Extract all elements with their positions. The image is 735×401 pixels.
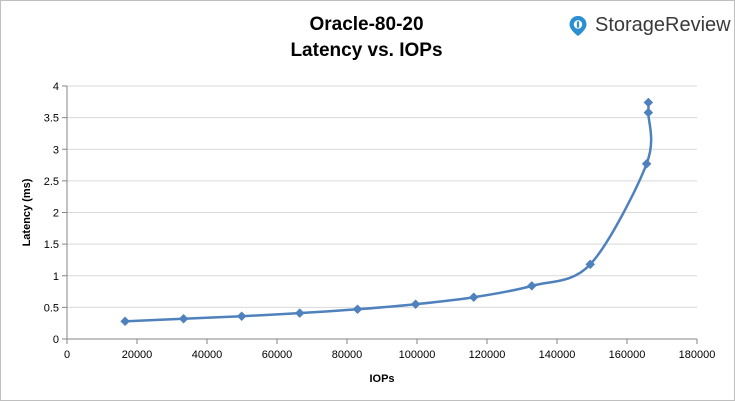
data-point-marker [643,107,654,118]
data-point-marker [585,259,596,270]
storagereview-logo-icon [569,15,587,36]
y-tick-label: 2 [53,208,59,220]
series-layer [120,97,654,327]
axes [62,85,698,344]
brand-name: StorageReview [595,14,731,36]
series-line [123,101,653,323]
x-tick-labels: 0 20000 40000 60000 80000 100000 120000 140000 1… [64,349,715,361]
y-tick-label: 1.5 [44,239,59,251]
chart-subtitle: Latency vs. IOPs [290,40,443,61]
grid-lines [67,85,697,308]
y-tick-label: 0 [53,334,59,346]
chart-title: Oracle-80-20 [309,14,424,35]
x-tick-label: 20000 [122,349,153,361]
data-point-marker [468,292,479,303]
x-axis-label: IOPs [369,373,394,385]
chart-title-block: Oracle-80-20 Latency vs. IOPs [0,12,733,64]
x-tick-label: 140000 [539,349,576,361]
y-tick-label: 3 [53,144,59,156]
y-tick-label: 2.5 [44,176,59,188]
x-tick-label: 80000 [332,349,363,361]
data-point-marker [641,158,652,169]
y-tick-labels: 0 0.5 1 1.5 2 2.5 3 3.5 4 [44,81,59,346]
data-point-marker [410,299,421,310]
x-tick-label: 0 [64,349,70,361]
y-tick-label: 0.5 [44,302,59,314]
data-point-marker [526,281,537,291]
y-tick-label: 1 [53,271,59,283]
x-tick-label: 100000 [399,349,436,361]
data-point-marker [352,304,363,315]
x-tick-label: 60000 [262,349,293,361]
x-tick-label: 180000 [679,349,716,361]
data-point-marker [294,308,305,318]
brand-logo: StorageReview [568,14,731,37]
data-point-marker [120,316,130,327]
data-point-marker [643,97,654,108]
x-tick-label: 120000 [469,349,506,361]
x-tick-label: 160000 [609,349,646,361]
y-tick-label: 3.5 [44,113,59,125]
x-tick-label: 40000 [192,349,223,361]
y-tick-label: 4 [53,81,59,93]
data-point-marker [236,311,247,322]
y-axis-label: Latency (ms) [21,178,33,246]
data-point-marker [178,313,189,324]
